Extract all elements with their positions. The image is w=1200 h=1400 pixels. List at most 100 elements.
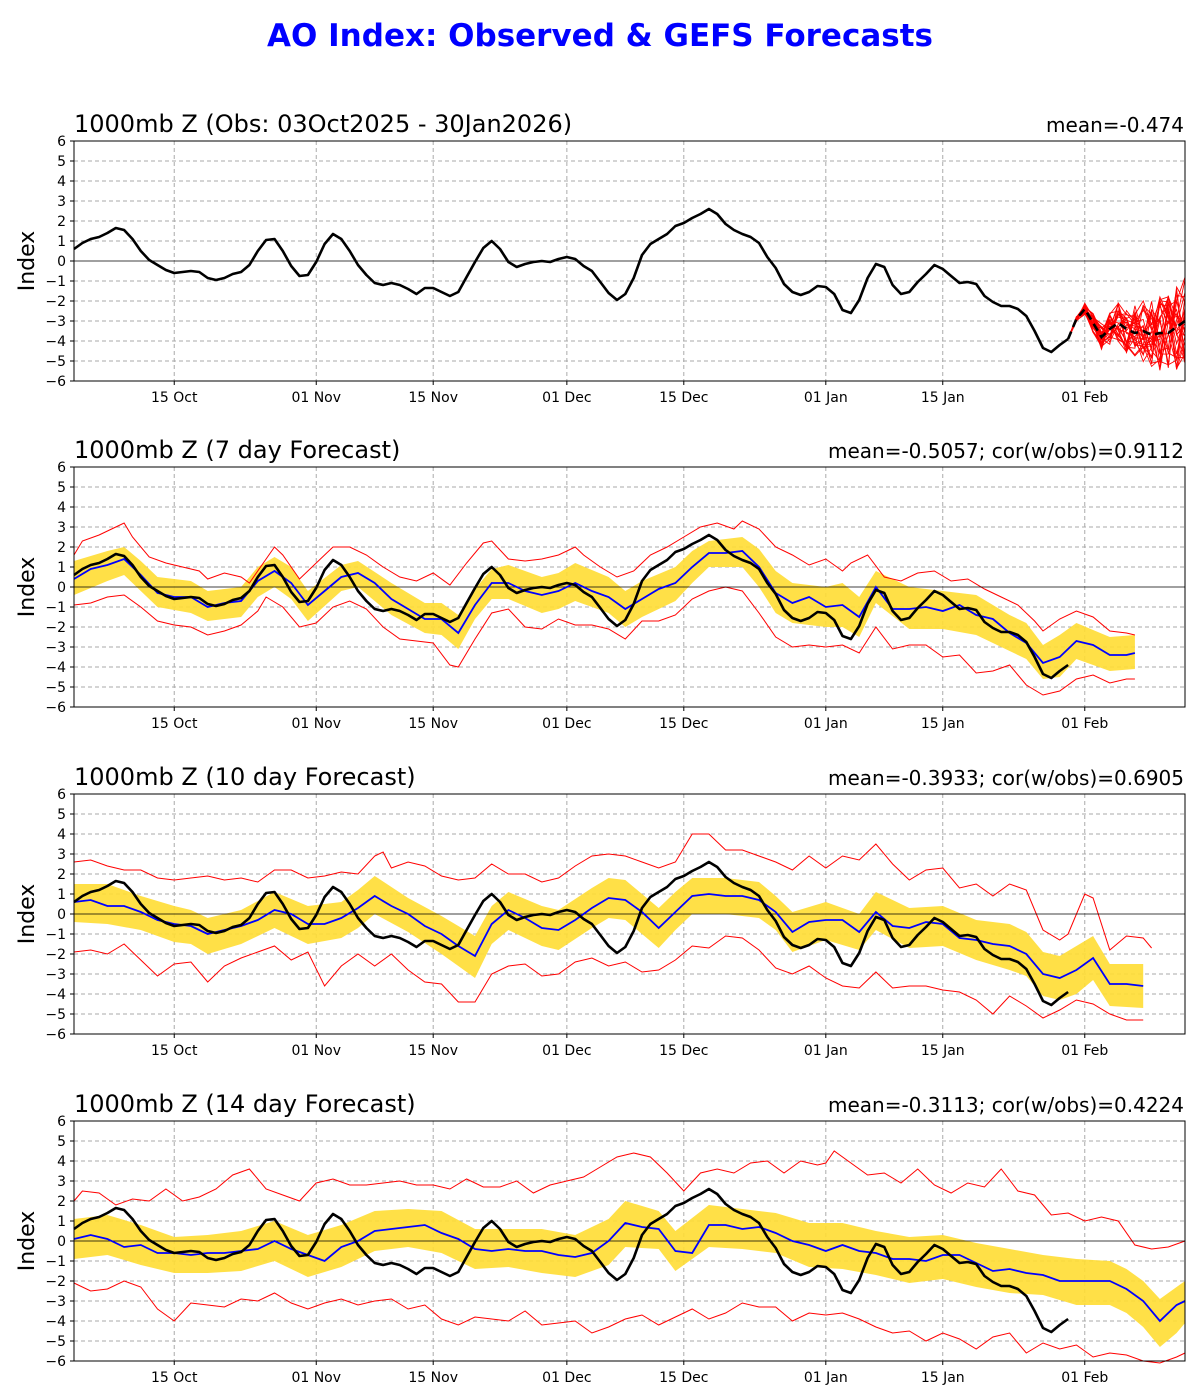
x-tick-label: 15 Jan [921, 1043, 965, 1059]
x-tick-label: 15 Dec [659, 1043, 708, 1059]
y-tick-label: −2 [45, 1274, 66, 1290]
panel-stat: mean=-0.3113; cor(w/obs)=0.4224 [828, 1093, 1184, 1117]
panel-14-day-forecast: 1000mb Z (14 day Forecast) mean=-0.3113;… [15, 1090, 1186, 1386]
panel-title: 1000mb Z (7 day Forecast) [74, 436, 400, 464]
panel-stat: mean=-0.3933; cor(w/obs)=0.6905 [828, 766, 1184, 790]
x-tick-label: 01 Nov [291, 716, 341, 732]
page-title: AO Index: Observed & GEFS Forecasts [267, 18, 933, 54]
y-tick-label: 2 [57, 540, 66, 556]
x-tick-label: 15 Jan [921, 716, 965, 732]
x-tick-label: 15 Oct [151, 716, 198, 732]
y-tick-label: −4 [45, 334, 66, 350]
y-tick-label: −4 [45, 987, 66, 1003]
panel-title: 1000mb Z (10 day Forecast) [74, 763, 416, 791]
y-tick-label: −6 [45, 700, 66, 716]
panel-stat: mean=-0.474 [1046, 113, 1184, 137]
y-tick-label: 0 [57, 1234, 66, 1250]
y-tick-label: −3 [45, 1294, 66, 1310]
y-tick-label: 5 [57, 1134, 66, 1150]
x-tick-label: 15 Nov [408, 1043, 458, 1059]
x-tick-label: 01 Jan [804, 1043, 848, 1059]
x-tick-label: 01 Feb [1061, 716, 1108, 732]
y-tick-label: −6 [45, 374, 66, 390]
x-tick-label: 01 Feb [1061, 1370, 1108, 1386]
y-tick-label: 3 [57, 194, 66, 210]
x-tick-label: 15 Jan [921, 390, 965, 406]
panel-stat: mean=-0.5057; cor(w/obs)=0.9112 [828, 439, 1184, 463]
y-tick-label: −2 [45, 294, 66, 310]
x-tick-label: 01 Jan [804, 1370, 848, 1386]
y-tick-label: 4 [57, 827, 66, 843]
x-tick-label: 01 Feb [1061, 1043, 1108, 1059]
observed-line [73, 860, 1069, 1007]
min-line [73, 935, 1144, 1021]
y-tick-label: −2 [45, 947, 66, 963]
y-tick-label: 4 [57, 500, 66, 516]
y-tick-label: 4 [57, 174, 66, 190]
y-tick-label: 6 [57, 787, 66, 803]
ensemble-mean-line [73, 893, 1144, 987]
x-tick-label: 01 Feb [1061, 390, 1108, 406]
y-tick-label: −5 [45, 354, 66, 370]
y-tick-label: 2 [57, 214, 66, 230]
observed-line [73, 533, 1069, 680]
y-tick-label: 1 [57, 887, 66, 903]
x-tick-label: 15 Dec [659, 1370, 708, 1386]
y-tick-label: −6 [45, 1027, 66, 1043]
spread-band [74, 1201, 1185, 1347]
y-tick-label: 3 [57, 847, 66, 863]
forecast-mean-line [1066, 306, 1186, 340]
y-tick-label: 0 [57, 580, 66, 596]
y-tick-label: 2 [57, 1194, 66, 1210]
ensemble-member-line [1067, 309, 1186, 370]
x-tick-label: 15 Nov [408, 390, 458, 406]
y-tick-label: −5 [45, 680, 66, 696]
max-line [73, 833, 1152, 951]
y-tick-label: −3 [45, 314, 66, 330]
y-tick-label: −1 [45, 274, 66, 290]
y-tick-label: 6 [57, 134, 66, 150]
y-axis-label: Index [15, 884, 40, 945]
panel-10-day-forecast: 1000mb Z (10 day Forecast) mean=-0.3933;… [15, 763, 1186, 1059]
x-tick-label: 01 Dec [542, 716, 591, 732]
y-tick-label: 1 [57, 234, 66, 250]
x-tick-label: 01 Nov [291, 390, 341, 406]
x-tick-label: 15 Nov [408, 1370, 458, 1386]
y-tick-label: 6 [57, 1114, 66, 1130]
x-tick-label: 15 Dec [659, 390, 708, 406]
y-tick-label: −1 [45, 600, 66, 616]
y-tick-label: −1 [45, 1254, 66, 1270]
y-tick-label: 5 [57, 807, 66, 823]
y-tick-label: −2 [45, 620, 66, 636]
y-axis-label: Index [15, 1211, 40, 1272]
y-tick-label: 2 [57, 867, 66, 883]
panel-7-day-forecast: 1000mb Z (7 day Forecast) mean=-0.5057; … [15, 436, 1186, 732]
y-tick-label: 5 [57, 154, 66, 170]
x-tick-label: 15 Oct [151, 1043, 198, 1059]
x-tick-label: 15 Dec [659, 716, 708, 732]
x-tick-label: 15 Oct [151, 1370, 198, 1386]
y-tick-label: −4 [45, 660, 66, 676]
y-tick-label: 3 [57, 520, 66, 536]
max-line [73, 520, 1136, 636]
x-tick-label: 01 Nov [291, 1043, 341, 1059]
y-tick-label: 0 [57, 254, 66, 270]
x-tick-label: 15 Oct [151, 390, 198, 406]
x-tick-label: 15 Jan [921, 1370, 965, 1386]
max-line [73, 1150, 1186, 1250]
min-line [73, 586, 1135, 696]
y-tick-label: 4 [57, 1154, 66, 1170]
y-tick-label: −3 [45, 967, 66, 983]
x-tick-label: 01 Dec [542, 1370, 591, 1386]
observed-line [73, 207, 1069, 354]
x-tick-label: 15 Nov [408, 716, 458, 732]
y-tick-label: −5 [45, 1007, 66, 1023]
y-tick-label: 6 [57, 460, 66, 476]
y-tick-label: 3 [57, 1174, 66, 1190]
y-tick-label: 1 [57, 1214, 66, 1230]
y-axis-label: Index [15, 557, 40, 618]
ensemble-member-line [1067, 297, 1186, 368]
x-tick-label: 01 Dec [542, 1043, 591, 1059]
x-tick-label: 01 Nov [291, 1370, 341, 1386]
